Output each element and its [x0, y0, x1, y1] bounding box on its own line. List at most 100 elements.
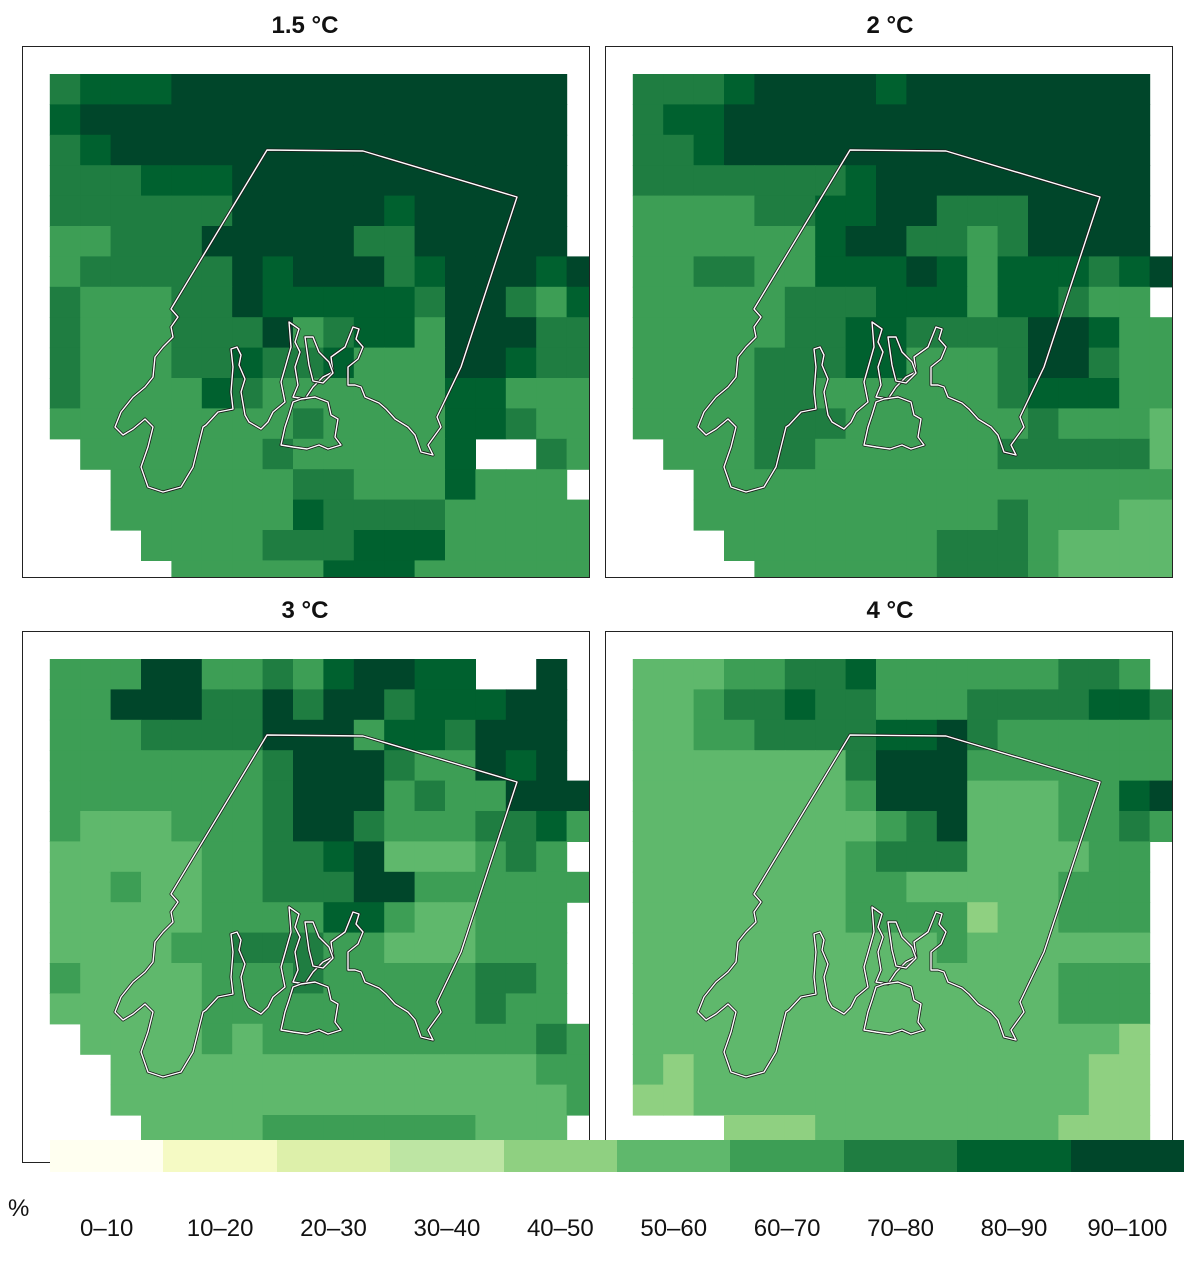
grid-cell	[1058, 993, 1090, 1025]
grid-cell	[232, 438, 264, 470]
grid-cell	[845, 1084, 877, 1116]
grid-cell	[171, 165, 203, 197]
grid-cell	[693, 226, 725, 257]
grid-cell	[1028, 689, 1059, 721]
grid-cell	[1088, 378, 1120, 409]
grid-cell	[1028, 195, 1059, 227]
grid-cell	[663, 902, 695, 934]
grid-cell	[141, 719, 172, 751]
grid-cell	[997, 689, 1029, 721]
grid-cell	[49, 689, 81, 721]
grid-cell	[445, 438, 476, 470]
grid-cell	[141, 226, 172, 257]
grid-cell	[445, 1023, 476, 1055]
grid-cell	[876, 408, 907, 440]
grid-cell	[232, 256, 264, 288]
grid-cell	[566, 871, 589, 903]
grid-cell	[1028, 226, 1059, 257]
grid-cell	[663, 438, 695, 470]
grid-cell	[141, 1084, 172, 1116]
grid-cell	[384, 750, 416, 782]
grid-cell	[536, 659, 568, 690]
grid-cell	[997, 902, 1029, 934]
grid-cell	[232, 659, 264, 690]
grid-cell	[1119, 469, 1151, 501]
grid-cell	[693, 256, 725, 288]
grid-cell	[906, 1054, 938, 1086]
grid-cell	[906, 560, 938, 577]
grid-cell	[1088, 719, 1120, 751]
grid-cell	[171, 530, 203, 561]
grid-cell	[967, 195, 999, 227]
grid-cell	[384, 317, 416, 349]
grid-cell	[1149, 408, 1172, 440]
grid-cell	[201, 74, 233, 105]
grid-cell	[1149, 317, 1172, 349]
grid-cell	[384, 1084, 416, 1116]
grid-cell	[815, 378, 847, 409]
grid-cell	[815, 1023, 847, 1055]
grid-cell	[1088, 530, 1120, 561]
grid-cell	[536, 871, 568, 903]
grid-cell	[845, 963, 877, 994]
grid-cell	[876, 104, 907, 136]
grid-cell	[693, 841, 725, 873]
grid-cell	[693, 902, 725, 934]
grid-cell	[49, 659, 81, 690]
grid-cell	[414, 560, 446, 577]
grid-cell	[384, 226, 416, 257]
grid-cell	[323, 74, 355, 105]
grid-cell	[201, 165, 233, 197]
grid-cell	[724, 104, 755, 136]
grid-cell	[475, 499, 507, 531]
grid-cell	[293, 841, 324, 873]
grid-cell	[80, 811, 112, 842]
grid-cell	[1058, 719, 1090, 751]
grid-cell	[141, 104, 172, 136]
grid-cell	[80, 689, 112, 721]
grid-cell	[171, 347, 203, 379]
grid-cell	[323, 286, 355, 318]
grid-cell	[784, 780, 816, 812]
grid-cell	[353, 256, 385, 288]
grid-cell	[876, 659, 907, 690]
grid-cell	[353, 1054, 385, 1086]
grid-cell	[1088, 104, 1120, 136]
grid-cell	[784, 871, 816, 903]
grid-cell	[232, 286, 264, 318]
grid-cell	[906, 530, 938, 561]
grid-cell	[110, 469, 142, 501]
grid-cell	[80, 841, 112, 873]
grid-cell	[505, 902, 537, 934]
grid-cell	[505, 134, 537, 166]
grid-cell	[1088, 1084, 1120, 1116]
grid-cell	[445, 74, 476, 105]
grid-cell	[141, 256, 172, 288]
grid-cell	[384, 438, 416, 470]
grid-cell	[1058, 104, 1090, 136]
grid-cell	[1088, 841, 1120, 873]
grid-cell	[936, 530, 968, 561]
grid-cell	[475, 963, 507, 994]
grid-cell	[49, 226, 81, 257]
grid-cell	[1058, 689, 1090, 721]
grid-cell	[293, 1023, 324, 1055]
grid-cell	[171, 1054, 203, 1086]
grid-cell	[693, 195, 725, 227]
grid-cell	[1119, 1023, 1151, 1055]
grid-cell	[906, 256, 938, 288]
grid-cell	[815, 469, 847, 501]
grid-cell	[566, 378, 589, 409]
grid-cell	[536, 195, 568, 227]
grid-cell	[110, 165, 142, 197]
grid-cell	[566, 811, 589, 842]
grid-cell	[171, 780, 203, 812]
grid-cell	[1119, 530, 1151, 561]
grid-cell	[384, 1054, 416, 1086]
grid-cell	[232, 841, 264, 873]
grid-cell	[323, 165, 355, 197]
grid-cell	[505, 74, 537, 105]
grid-cell	[876, 286, 907, 318]
grid-cell	[784, 469, 816, 501]
grid-cell	[505, 226, 537, 257]
